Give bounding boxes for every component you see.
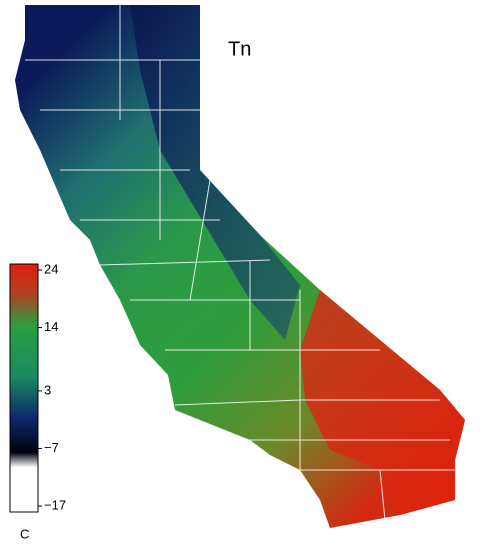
- legend-tick-label: 3: [44, 382, 51, 397]
- desert-region: [300, 290, 465, 515]
- mountain-region: [130, 5, 300, 340]
- color-bar: [9, 263, 39, 513]
- legend-tick-label: −7: [44, 440, 59, 455]
- county-lines: [25, 5, 455, 521]
- legend-unit: C: [20, 526, 29, 541]
- map-title: Tn: [228, 38, 251, 60]
- legend-tick-label: −17: [44, 497, 66, 512]
- legend-tick-label: 14: [44, 319, 58, 334]
- legend-tick-label: 24: [44, 261, 58, 276]
